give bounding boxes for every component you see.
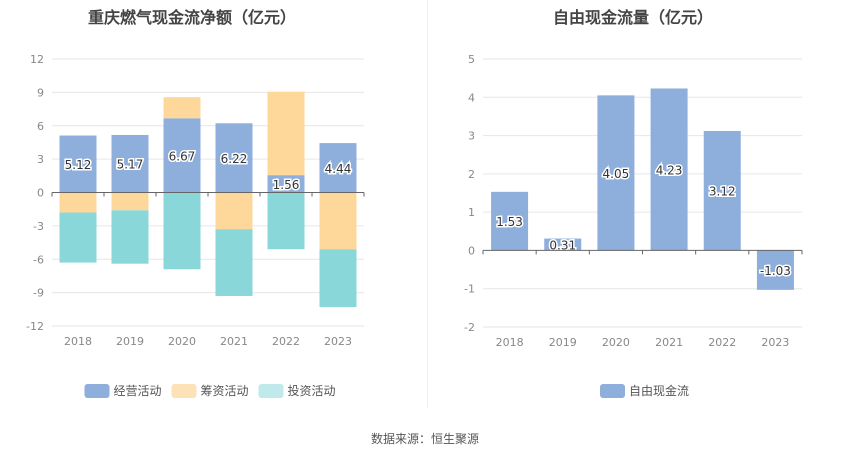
bar-筹资活动 — [267, 91, 305, 176]
bar-data-label: 5.12 — [65, 158, 92, 172]
y-tick-label: 6 — [37, 120, 44, 133]
bar-筹资活动 — [111, 192, 149, 211]
legend-swatch — [600, 384, 625, 398]
bar-自由现金流 — [491, 191, 529, 251]
y-tick-label: 5 — [468, 53, 475, 66]
x-tick-label: 2018 — [496, 336, 524, 349]
y-tick-label: 9 — [37, 86, 44, 99]
legend-label: 自由现金流 — [629, 383, 689, 398]
right-chart-title: 自由现金流量（亿元） — [553, 8, 714, 27]
x-tick-label: 2021 — [655, 336, 683, 349]
y-tick-label: 3 — [37, 153, 44, 166]
y-tick-label: 3 — [468, 130, 475, 143]
y-tick-label: -6 — [33, 253, 44, 266]
bar-投资活动 — [163, 192, 201, 270]
legend-label: 投资活动 — [288, 383, 336, 398]
y-tick-label: 0 — [37, 187, 44, 200]
y-tick-label: 12 — [30, 53, 44, 66]
y-tick-label: -9 — [33, 287, 44, 300]
bar-data-label: 3.12 — [709, 185, 736, 199]
bar-经营活动 — [267, 175, 305, 193]
legend-label: 经营活动 — [114, 384, 162, 398]
legend-swatch — [258, 384, 284, 398]
bar-自由现金流 — [597, 95, 635, 251]
bar-投资活动 — [111, 210, 149, 264]
x-tick-label: 2023 — [324, 335, 352, 348]
x-tick-label: 2019 — [549, 336, 577, 349]
x-tick-label: 2022 — [708, 336, 736, 349]
bar-自由现金流 — [756, 250, 794, 290]
y-tick-label: 2 — [468, 168, 475, 181]
bar-筹资活动 — [59, 192, 97, 213]
left-chart-title: 重庆燃气现金流净额（亿元） — [88, 8, 297, 27]
x-tick-label: 2023 — [761, 336, 789, 349]
bar-筹资活动 — [319, 192, 357, 250]
bar-data-label: 4.44 — [325, 162, 352, 176]
y-tick-label: -3 — [33, 220, 44, 233]
bar-自由现金流 — [544, 238, 582, 251]
bar-data-label: 1.56 — [273, 178, 300, 192]
data-source-note: 数据来源：恒生聚源 — [370, 432, 479, 446]
bar-筹资活动 — [163, 97, 201, 119]
panel-divider — [427, 0, 428, 408]
y-tick-label: 4 — [468, 91, 475, 104]
legend-swatch — [171, 384, 197, 398]
x-tick-label: 2020 — [168, 335, 196, 348]
legend-label: 筹资活动 — [201, 384, 249, 398]
bar-经营活动 — [111, 134, 149, 193]
bar-data-label: -1.03 — [760, 264, 791, 278]
bar-筹资活动 — [215, 192, 253, 230]
bar-经营活动 — [215, 123, 253, 193]
bar-自由现金流 — [703, 130, 741, 251]
bar-经营活动 — [59, 135, 97, 193]
bar-经营活动 — [319, 143, 357, 193]
bar-投资活动 — [215, 229, 253, 296]
bar-经营活动 — [163, 118, 201, 193]
bar-data-label: 5.17 — [117, 158, 144, 172]
bar-data-label: 4.05 — [603, 167, 630, 181]
bar-data-label: 6.67 — [169, 149, 196, 163]
y-tick-label: 1 — [468, 206, 475, 219]
bar-投资活动 — [59, 212, 97, 263]
y-tick-label: -2 — [464, 321, 475, 334]
bar-投资活动 — [267, 192, 305, 250]
x-tick-label: 2022 — [272, 335, 300, 348]
bar-data-label: 0.31 — [549, 238, 576, 252]
x-tick-label: 2018 — [64, 335, 92, 348]
x-tick-label: 2021 — [220, 335, 248, 348]
x-tick-label: 2020 — [602, 336, 630, 349]
bar-自由现金流 — [650, 88, 688, 251]
y-tick-label: 0 — [468, 244, 475, 257]
bar-data-label: 4.23 — [656, 163, 683, 177]
bar-投资活动 — [319, 249, 357, 308]
legend-swatch — [84, 384, 110, 398]
bar-data-label: 1.53 — [496, 215, 523, 229]
y-tick-label: -12 — [26, 320, 44, 333]
y-tick-label: -1 — [464, 283, 475, 296]
x-tick-label: 2019 — [116, 335, 144, 348]
bar-data-label: 6.22 — [221, 152, 248, 166]
